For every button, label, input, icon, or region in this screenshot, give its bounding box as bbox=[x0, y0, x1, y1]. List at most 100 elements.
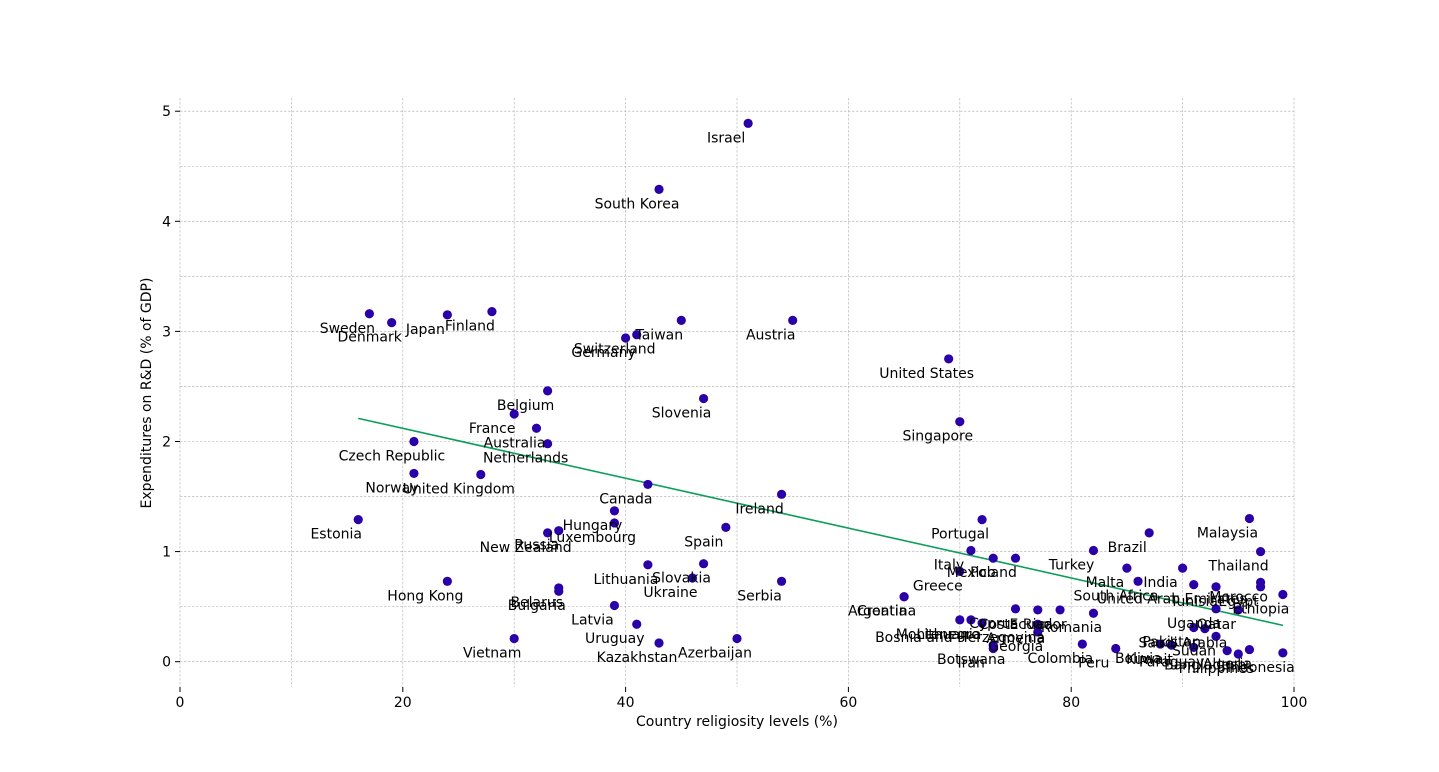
point-label: Bangladesh bbox=[1164, 658, 1246, 674]
point-label: Mexico bbox=[947, 565, 996, 581]
point-label: Denmark bbox=[337, 330, 402, 346]
data-point bbox=[788, 315, 798, 325]
data-point bbox=[1033, 605, 1043, 615]
point-label: Poland bbox=[970, 565, 1017, 581]
point-label: Bulgaria bbox=[508, 598, 566, 614]
data-point bbox=[487, 306, 497, 317]
point-label: Georgia bbox=[988, 639, 1043, 655]
point-label: Japan bbox=[405, 322, 445, 338]
data-point bbox=[944, 354, 954, 364]
point-label: Uganda bbox=[1167, 616, 1221, 632]
point-label: Russia bbox=[514, 538, 559, 554]
point-label: United Kingdom bbox=[403, 482, 515, 498]
data-point bbox=[632, 330, 642, 340]
data-point bbox=[676, 315, 686, 325]
data-point bbox=[1244, 513, 1255, 524]
point-label: Slovakia bbox=[652, 571, 711, 587]
data-point bbox=[776, 489, 787, 499]
point-label: Hungary bbox=[563, 518, 623, 534]
data-point bbox=[1033, 619, 1043, 629]
x-tick-label: 80 bbox=[1062, 695, 1080, 711]
point-label: Netherlands bbox=[483, 451, 568, 467]
points-layer bbox=[353, 118, 1288, 659]
point-label: Uruguay bbox=[585, 631, 645, 647]
data-point bbox=[955, 566, 965, 577]
point-label: Morocco bbox=[1209, 589, 1268, 605]
data-point bbox=[543, 439, 553, 449]
point-label: Iran bbox=[958, 655, 985, 671]
point-label: Algeria bbox=[1203, 657, 1252, 673]
point-label: Belarus bbox=[510, 595, 563, 611]
data-point bbox=[1255, 546, 1266, 557]
data-point bbox=[442, 576, 452, 586]
point-label: Turkey bbox=[1048, 557, 1095, 573]
point-label: Norway bbox=[365, 480, 418, 496]
point-label: Tunisia bbox=[1169, 594, 1218, 610]
point-label: Finland bbox=[445, 319, 495, 335]
point-label: Croatia bbox=[857, 604, 907, 620]
data-point bbox=[1233, 605, 1243, 615]
point-label: Saudi Arabia bbox=[1138, 636, 1227, 652]
point-label: United Arab Emirates bbox=[1097, 592, 1247, 608]
y-tick-label: 5 bbox=[162, 104, 171, 120]
data-point bbox=[1233, 649, 1243, 659]
data-point bbox=[409, 436, 419, 447]
point-label: Portugal bbox=[931, 527, 989, 543]
point-label: Thailand bbox=[1208, 559, 1269, 575]
data-point bbox=[721, 522, 731, 532]
data-point bbox=[1077, 639, 1087, 649]
point-label: Spain bbox=[684, 534, 723, 550]
point-label: Germany bbox=[571, 345, 635, 361]
data-point bbox=[955, 417, 965, 427]
data-point bbox=[543, 386, 553, 396]
data-point bbox=[1055, 605, 1065, 615]
data-point bbox=[732, 633, 742, 644]
data-point bbox=[1278, 589, 1288, 600]
data-point bbox=[609, 506, 620, 516]
x-tick-label: 100 bbox=[1281, 695, 1308, 711]
data-point bbox=[654, 184, 664, 194]
point-label: Pakistan bbox=[1142, 635, 1201, 651]
point-label: Brazil bbox=[1108, 540, 1147, 556]
point-label: Armenia bbox=[986, 631, 1045, 647]
y-tick-label: 0 bbox=[162, 655, 171, 671]
data-point bbox=[476, 469, 486, 480]
point-label: Montenegro bbox=[896, 627, 980, 643]
data-point bbox=[955, 615, 965, 625]
point-label: Sweden bbox=[320, 321, 375, 337]
point-label: New Zealand bbox=[480, 540, 572, 556]
data-point bbox=[698, 559, 709, 569]
data-point bbox=[687, 573, 698, 583]
point-label: Indonesia bbox=[1227, 660, 1295, 676]
point-label: Bolivia bbox=[1115, 651, 1162, 667]
point-label: Argentina bbox=[848, 604, 916, 620]
data-point bbox=[698, 393, 709, 404]
data-point bbox=[1088, 545, 1099, 556]
point-label: Luxembourg bbox=[549, 530, 636, 546]
point-label: Egypt bbox=[1218, 594, 1259, 610]
data-point bbox=[543, 528, 553, 538]
data-point bbox=[899, 592, 909, 602]
point-label: United States bbox=[879, 366, 974, 382]
point-label: Latvia bbox=[571, 613, 614, 629]
point-label: Lithuania bbox=[917, 627, 982, 643]
point-label: Kuwait bbox=[1126, 652, 1173, 668]
point-label: Romania bbox=[1041, 620, 1102, 636]
point-label: Malaysia bbox=[1197, 526, 1258, 542]
x-tick-label: 20 bbox=[394, 695, 412, 711]
data-point bbox=[409, 468, 419, 479]
data-point bbox=[1189, 642, 1199, 652]
point-label: Italy bbox=[934, 557, 964, 573]
data-point bbox=[364, 309, 374, 319]
trendline bbox=[358, 417, 1284, 627]
point-label: Botswana bbox=[937, 652, 1005, 668]
point-label: Switzerland bbox=[574, 342, 656, 358]
point-label: Paraguay bbox=[1139, 654, 1204, 670]
data-point bbox=[442, 310, 452, 320]
x-tick-label: 60 bbox=[839, 695, 857, 711]
data-point bbox=[531, 423, 542, 433]
data-point bbox=[609, 518, 620, 528]
data-point bbox=[1133, 576, 1143, 586]
